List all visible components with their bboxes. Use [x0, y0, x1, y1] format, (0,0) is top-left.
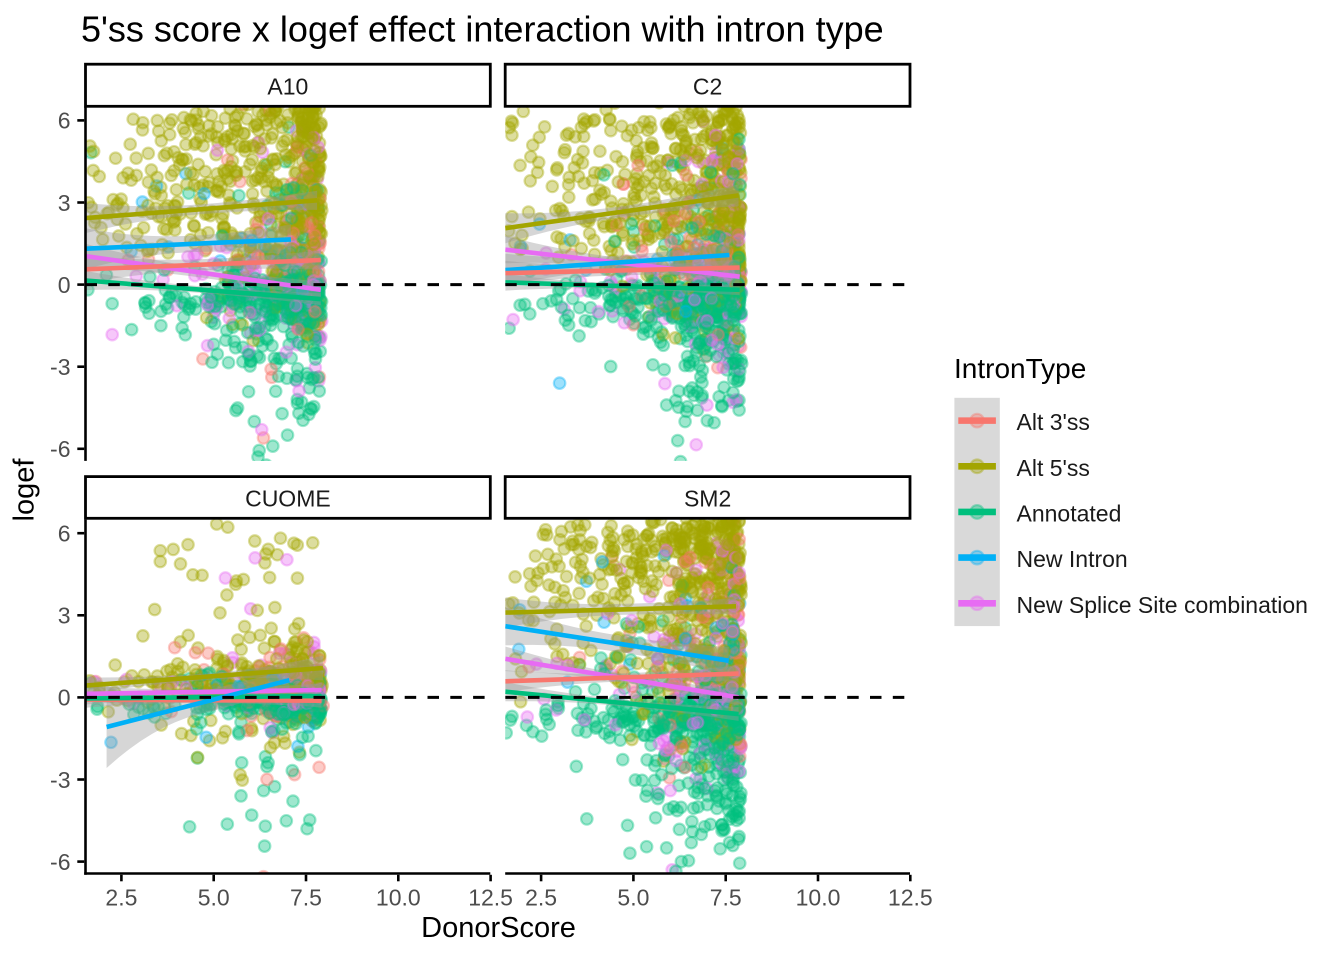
- svg-text:10.0: 10.0: [376, 884, 421, 910]
- svg-text:2.5: 2.5: [105, 884, 137, 910]
- svg-text:New Intron: New Intron: [1017, 546, 1128, 572]
- svg-text:Alt 3'ss: Alt 3'ss: [1017, 409, 1090, 435]
- svg-text:12.5: 12.5: [468, 884, 513, 910]
- svg-text:7.5: 7.5: [290, 884, 322, 910]
- svg-text:logef: logef: [9, 458, 41, 522]
- svg-text:Alt 5'ss: Alt 5'ss: [1017, 455, 1090, 481]
- svg-text:3: 3: [58, 190, 71, 216]
- svg-text:-6: -6: [50, 849, 70, 875]
- svg-text:6: 6: [58, 521, 71, 547]
- svg-text:A10: A10: [267, 73, 308, 99]
- svg-text:-6: -6: [50, 436, 70, 462]
- svg-text:10.0: 10.0: [796, 884, 841, 910]
- svg-text:5.0: 5.0: [617, 884, 649, 910]
- svg-text:IntronType: IntronType: [954, 353, 1086, 384]
- svg-text:2.5: 2.5: [525, 884, 557, 910]
- svg-text:CUOME: CUOME: [245, 486, 331, 512]
- svg-text:-3: -3: [50, 767, 70, 793]
- svg-text:Annotated: Annotated: [1017, 500, 1122, 526]
- svg-text:6: 6: [58, 108, 71, 134]
- svg-text:New Splice Site combination: New Splice Site combination: [1017, 592, 1308, 618]
- svg-text:3: 3: [58, 603, 71, 629]
- svg-text:12.5: 12.5: [888, 884, 933, 910]
- svg-text:0: 0: [58, 272, 71, 298]
- svg-text:5.0: 5.0: [198, 884, 230, 910]
- svg-text:7.5: 7.5: [710, 884, 742, 910]
- svg-text:C2: C2: [693, 73, 722, 99]
- svg-text:DonorScore: DonorScore: [421, 912, 576, 944]
- svg-text:SM2: SM2: [684, 486, 731, 512]
- svg-text:0: 0: [58, 685, 71, 711]
- svg-text:5'ss score x logef effect inte: 5'ss score x logef effect interaction wi…: [81, 9, 884, 50]
- svg-text:-3: -3: [50, 354, 70, 380]
